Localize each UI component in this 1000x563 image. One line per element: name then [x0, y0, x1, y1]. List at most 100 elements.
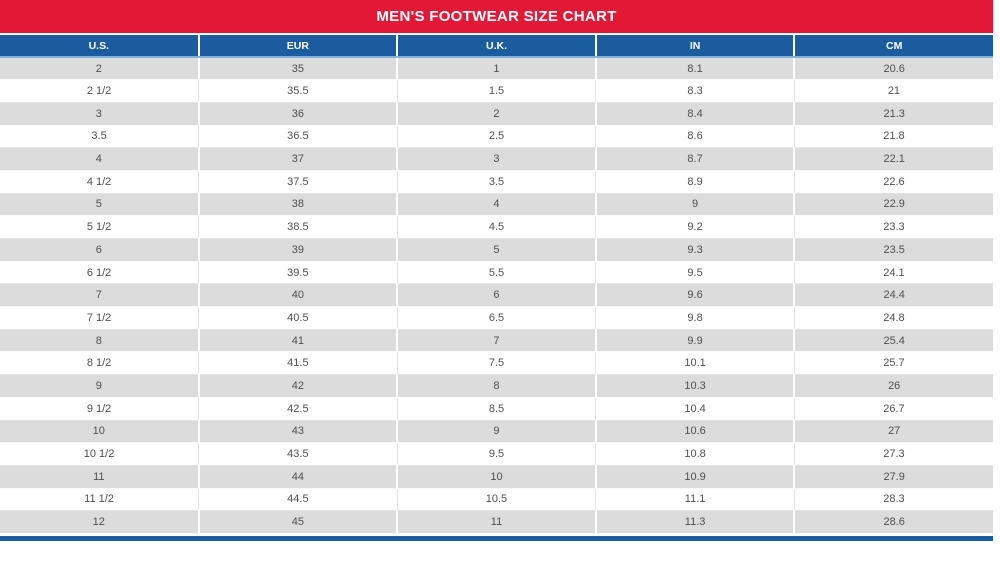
table-cell: 22.9: [793, 192, 993, 217]
table-cell: 11 1/2: [0, 487, 200, 512]
table-cell: 21.8: [793, 124, 993, 149]
table-cell: 9: [396, 419, 597, 444]
table-cell: 36: [197, 101, 399, 126]
table-cell: 9.9: [594, 328, 796, 353]
size-chart-body: 2 35 1 8.1 20.6 2 1/2 35.5 1.5 8.3 21 3 36 2 8.4 21.3 3…: [0, 56, 993, 534]
table-row: 9 42 8 10.3 26: [0, 374, 993, 398]
table-cell: 6: [0, 238, 200, 262]
size-chart-page: MEN'S FOOTWEAR SIZE CHART U.S. EUR U.K. IN C…: [0, 0, 993, 541]
table-row: 11 1/2 44.5 10.5 11.1 28.3: [0, 487, 993, 512]
table-cell: 8.3: [595, 79, 795, 103]
table-cell: 4 1/2: [0, 169, 200, 194]
table-row: 12 45 11 11.3 28.6: [0, 510, 993, 534]
table-cell: 44: [197, 464, 399, 489]
table-cell: 42: [197, 374, 399, 398]
table-cell: 25.7: [793, 351, 993, 376]
table-cell: 39: [197, 238, 399, 262]
page-title: MEN'S FOOTWEAR SIZE CHART: [376, 8, 617, 25]
table-row: 8 41 7 9.9 25.4: [0, 328, 993, 353]
table-cell: 8.5: [396, 396, 597, 421]
table-cell: 6.5: [396, 306, 597, 330]
size-chart-header: U.S. EUR U.K. IN CM: [0, 35, 993, 58]
table-cell: 2.5: [396, 124, 597, 149]
table-cell: 39.5: [198, 260, 398, 285]
table-cell: 9: [594, 192, 796, 217]
table-cell: 4.5: [396, 215, 597, 239]
table-row: 6 1/2 39.5 5.5 9.5 24.1: [0, 260, 993, 285]
column-header-us: U.S.: [0, 35, 199, 58]
header-row: U.S. EUR U.K. IN CM: [0, 35, 993, 58]
table-cell: 1: [396, 56, 597, 81]
table-row: 7 40 6 9.6 24.4: [0, 283, 993, 308]
table-cell: 35: [197, 56, 399, 81]
table-cell: 10 1/2: [0, 442, 200, 466]
column-header-eur: EUR: [197, 35, 398, 58]
table-cell: 5 1/2: [0, 215, 200, 239]
table-cell: 7 1/2: [0, 306, 200, 330]
table-cell: 6 1/2: [0, 260, 200, 285]
table-row: 2 1/2 35.5 1.5 8.3 21: [0, 79, 993, 103]
table-cell: 41.5: [198, 351, 398, 376]
table-cell: 26: [793, 374, 993, 398]
table-cell: 22.1: [793, 147, 993, 171]
table-cell: 8: [396, 374, 597, 398]
table-cell: 45: [197, 510, 399, 534]
table-cell: 28.6: [793, 510, 993, 534]
table-cell: 3.5: [396, 169, 597, 194]
table-cell: 8.1: [594, 56, 796, 81]
table-cell: 20.6: [793, 56, 993, 81]
table-cell: 26.7: [793, 396, 993, 421]
table-cell: 11: [0, 464, 200, 489]
table-row: 11 44 10 10.9 27.9: [0, 464, 993, 489]
column-header-uk: U.K.: [396, 35, 596, 58]
table-cell: 2: [0, 56, 200, 81]
column-header-in: IN: [594, 35, 795, 58]
table-cell: 10.6: [594, 419, 796, 444]
table-cell: 9.3: [594, 238, 796, 262]
column-header-cm: CM: [793, 35, 993, 58]
table-cell: 23.5: [793, 238, 993, 262]
table-cell: 27.9: [793, 464, 993, 489]
table-cell: 1.5: [396, 79, 597, 103]
chart-title-banner: MEN'S FOOTWEAR SIZE CHART: [0, 0, 993, 33]
table-row: 7 1/2 40.5 6.5 9.8 24.8: [0, 306, 993, 330]
table-cell: 10.8: [595, 442, 795, 466]
table-cell: 23.3: [793, 215, 993, 239]
table-cell: 8 1/2: [0, 351, 200, 376]
table-cell: 24.1: [793, 260, 993, 285]
table-cell: 22.6: [793, 169, 993, 194]
table-cell: 10.9: [594, 464, 796, 489]
table-row: 9 1/2 42.5 8.5 10.4 26.7: [0, 396, 993, 421]
table-cell: 8.9: [595, 169, 795, 194]
table-cell: 11.1: [595, 487, 795, 512]
table-cell: 10.1: [595, 351, 795, 376]
bottom-gap: [0, 533, 993, 536]
table-cell: 28.3: [793, 487, 993, 512]
table-cell: 3: [0, 101, 200, 126]
table-cell: 8.4: [594, 101, 796, 126]
table-cell: 9 1/2: [0, 396, 200, 421]
table-cell: 3.5: [0, 124, 200, 149]
table-cell: 9.2: [595, 215, 795, 239]
table-row: 10 43 9 10.6 27: [0, 419, 993, 444]
table-cell: 9.5: [595, 260, 795, 285]
table-cell: 8.6: [595, 124, 795, 149]
table-cell: 43.5: [198, 442, 398, 466]
table-cell: 10.4: [595, 396, 795, 421]
table-cell: 38: [197, 192, 399, 217]
table-cell: 7: [396, 328, 597, 353]
table-cell: 25.4: [793, 328, 993, 353]
table-cell: 10.3: [594, 374, 796, 398]
table-cell: 27.3: [793, 442, 993, 466]
table-cell: 38.5: [198, 215, 398, 239]
table-cell: 11.3: [594, 510, 796, 534]
table-row: 5 1/2 38.5 4.5 9.2 23.3: [0, 215, 993, 239]
table-cell: 41: [197, 328, 399, 353]
table-cell: 21: [793, 79, 993, 103]
table-cell: 10.5: [396, 487, 597, 512]
table-cell: 2: [396, 101, 597, 126]
table-cell: 5.5: [396, 260, 597, 285]
table-row: 8 1/2 41.5 7.5 10.1 25.7: [0, 351, 993, 376]
table-cell: 9: [0, 374, 200, 398]
table-cell: 35.5: [198, 79, 398, 103]
